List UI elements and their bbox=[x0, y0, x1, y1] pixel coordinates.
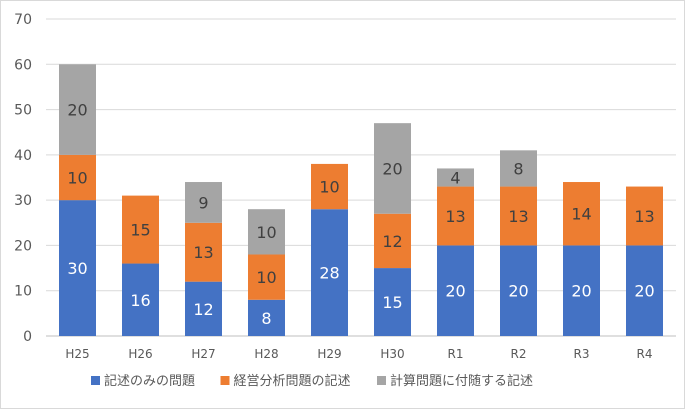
data-label: 12 bbox=[382, 232, 402, 251]
data-label: 16 bbox=[130, 291, 150, 310]
legend-label: 経営分析問題の記述 bbox=[234, 373, 351, 389]
data-label: 12 bbox=[193, 300, 213, 319]
data-label: 20 bbox=[67, 101, 87, 120]
data-label: 4 bbox=[450, 169, 460, 188]
bar-segment bbox=[248, 254, 285, 300]
x-tick-label: R4 bbox=[637, 347, 653, 361]
data-label: 13 bbox=[634, 207, 654, 226]
bar-segment bbox=[500, 245, 537, 336]
bar-segment bbox=[248, 209, 285, 255]
bar-segment bbox=[122, 263, 159, 336]
bar-segment bbox=[185, 281, 222, 336]
data-label: 14 bbox=[571, 205, 591, 224]
x-tick-label: H28 bbox=[254, 347, 278, 361]
bar-segment bbox=[563, 182, 600, 246]
data-label: 13 bbox=[508, 207, 528, 226]
bar-segment bbox=[500, 186, 537, 246]
x-tick-label: H30 bbox=[380, 347, 404, 361]
bar-segment bbox=[248, 299, 285, 336]
y-tick-label: 70 bbox=[14, 12, 32, 28]
bar-segment bbox=[311, 163, 348, 210]
data-label: 10 bbox=[319, 178, 339, 197]
x-tick-label: H25 bbox=[65, 347, 89, 361]
bar-segment bbox=[563, 245, 600, 336]
x-tick-label: R3 bbox=[574, 347, 590, 361]
x-tick-label: R1 bbox=[448, 347, 464, 361]
legend-swatch bbox=[377, 376, 386, 385]
y-tick-label: 40 bbox=[14, 148, 32, 164]
bar-segment bbox=[311, 209, 348, 336]
data-label: 8 bbox=[261, 309, 271, 328]
bar-segment bbox=[437, 168, 474, 187]
x-tick-label: H29 bbox=[317, 347, 341, 361]
data-label: 15 bbox=[382, 293, 402, 312]
data-label: 10 bbox=[67, 169, 87, 188]
bar-segment bbox=[59, 200, 96, 336]
bar-segment bbox=[374, 123, 411, 214]
y-tick-label: 10 bbox=[14, 284, 32, 300]
bar-segment bbox=[437, 186, 474, 246]
legend-label: 計算問題に付随する記述 bbox=[390, 373, 533, 389]
data-label: 8 bbox=[513, 159, 523, 178]
y-tick-label: 50 bbox=[14, 103, 32, 119]
data-label: 15 bbox=[130, 221, 150, 240]
bar-segment bbox=[185, 222, 222, 282]
data-label: 28 bbox=[319, 264, 339, 283]
legend-swatch bbox=[220, 376, 230, 385]
data-label: 20 bbox=[571, 282, 591, 301]
data-label: 10 bbox=[256, 223, 276, 242]
data-label: 9 bbox=[198, 193, 208, 212]
y-tick-label: 60 bbox=[14, 57, 32, 73]
bar-segment bbox=[185, 182, 222, 223]
data-label: 20 bbox=[508, 282, 528, 301]
bar-segment bbox=[626, 186, 663, 246]
legend-swatch bbox=[91, 376, 100, 385]
bar-segment bbox=[59, 154, 96, 201]
bar-segment bbox=[374, 268, 411, 336]
bar-segment bbox=[59, 64, 96, 155]
bar-segment bbox=[374, 213, 411, 269]
x-tick-label: R2 bbox=[511, 347, 527, 361]
y-tick-label: 30 bbox=[14, 193, 32, 209]
data-label: 30 bbox=[67, 259, 87, 278]
data-label: 13 bbox=[445, 207, 465, 226]
x-tick-label: H26 bbox=[128, 347, 152, 361]
legend-label: 記述のみの問題 bbox=[104, 373, 195, 389]
bar-segment bbox=[437, 245, 474, 336]
y-tick-label: 20 bbox=[14, 238, 32, 254]
data-label: 20 bbox=[445, 282, 465, 301]
data-label: 20 bbox=[382, 159, 402, 178]
bar-segment bbox=[626, 245, 663, 336]
data-label: 13 bbox=[193, 243, 213, 262]
bar-segment bbox=[122, 195, 159, 264]
x-tick-label: H27 bbox=[191, 347, 215, 361]
data-label: 10 bbox=[256, 268, 276, 287]
bar-segment bbox=[500, 150, 537, 187]
data-label: 20 bbox=[634, 282, 654, 301]
y-tick-label: 0 bbox=[23, 329, 32, 345]
